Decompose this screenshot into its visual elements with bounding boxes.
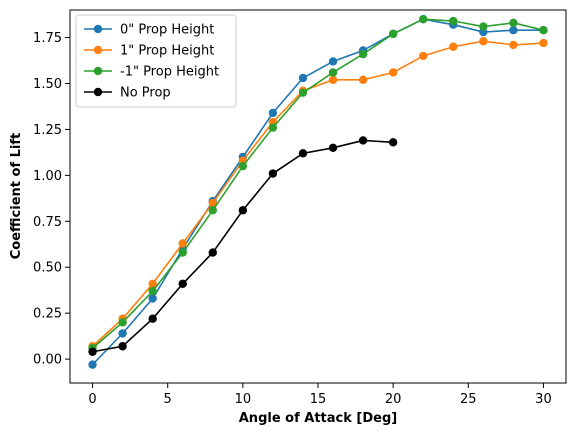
y-tick-label: 0.25 [33,307,62,322]
data-point [268,123,278,132]
data-point [148,279,157,288]
x-tick-label: 20 [385,392,402,407]
data-point [509,26,518,35]
legend-label: No Prop [120,86,171,101]
data-point [88,347,97,356]
data-point [208,206,217,215]
series-no-prop [88,136,398,356]
data-point [509,18,518,28]
y-tick-label: 1.00 [33,169,62,184]
x-tick-label: 25 [460,392,477,407]
data-point [148,294,157,303]
data-point [328,57,338,66]
legend-frame [75,14,237,108]
legend-item: No Prop [84,86,171,101]
legend-item: 1" Prop Height [84,44,214,59]
data-point [298,88,308,97]
data-point [238,206,248,215]
x-tick-label: 0 [88,392,96,407]
legend-label: -1" Prop Height [120,65,219,80]
legend-item: -1" Prop Height [84,65,219,80]
series-line [91,18,544,366]
series-layer [88,14,548,369]
data-point [328,68,338,77]
series-line [92,18,544,349]
data-point [328,143,338,153]
data-point [358,49,368,59]
data-point [268,108,278,118]
y-tick-label: 1.50 [33,77,62,92]
legend-marker [93,45,103,55]
data-point [539,26,548,35]
data-point [539,38,548,48]
data-point [88,360,97,369]
data-point [118,342,127,351]
data-point [268,169,278,178]
data-point [419,51,428,61]
data-point [178,248,187,257]
data-point [238,161,248,171]
series-line [92,40,544,347]
x-axis-ticks: 0 5 10 15 20 25 30 [88,383,552,407]
series-1-prop-height [88,37,548,351]
y-axis-ticks: 0.00 0.25 0.50 0.75 1.00 1.25 1.50 1.75 [33,31,70,368]
data-point [178,279,187,288]
data-point [148,314,157,323]
legend: 0" Prop Height 1" Prop Height -1" Prop Hei… [75,14,237,108]
y-axis-label: Coefficient of Lift [9,133,24,259]
data-point [388,138,398,147]
x-tick-label: 15 [310,392,327,407]
y-tick-label: 0.50 [33,261,62,276]
legend-item: 0" Prop Height [84,23,214,38]
data-point [118,318,127,327]
data-point [358,136,368,145]
data-point [358,75,368,85]
y-tick-label: 1.75 [33,31,62,46]
data-point [118,329,127,338]
data-point [388,29,398,39]
legend-marker [93,87,103,97]
data-point [479,37,488,46]
data-point [298,73,308,83]
legend-marker [93,66,103,76]
data-point [208,248,217,257]
legend-label: 0" Prop Height [120,23,214,38]
y-tick-label: 0.00 [33,353,62,368]
x-tick-label: 5 [164,392,172,407]
data-point [479,22,488,31]
data-point [449,42,458,51]
data-point [328,75,338,85]
data-point [178,239,187,248]
x-tick-label: 10 [235,392,252,407]
data-point [509,40,518,50]
y-tick-label: 0.75 [33,215,62,230]
data-point [208,198,217,208]
y-tick-label: 1.25 [33,123,62,138]
data-point [449,16,458,26]
x-axis-label: Angle of Attack [Deg] [239,411,397,426]
data-point [298,149,308,158]
legend-marker [93,24,103,34]
data-point [148,286,157,296]
data-point [388,68,398,77]
x-tick-label: 30 [535,392,552,407]
legend-label: 1" Prop Height [120,44,214,59]
data-point [419,14,428,24]
